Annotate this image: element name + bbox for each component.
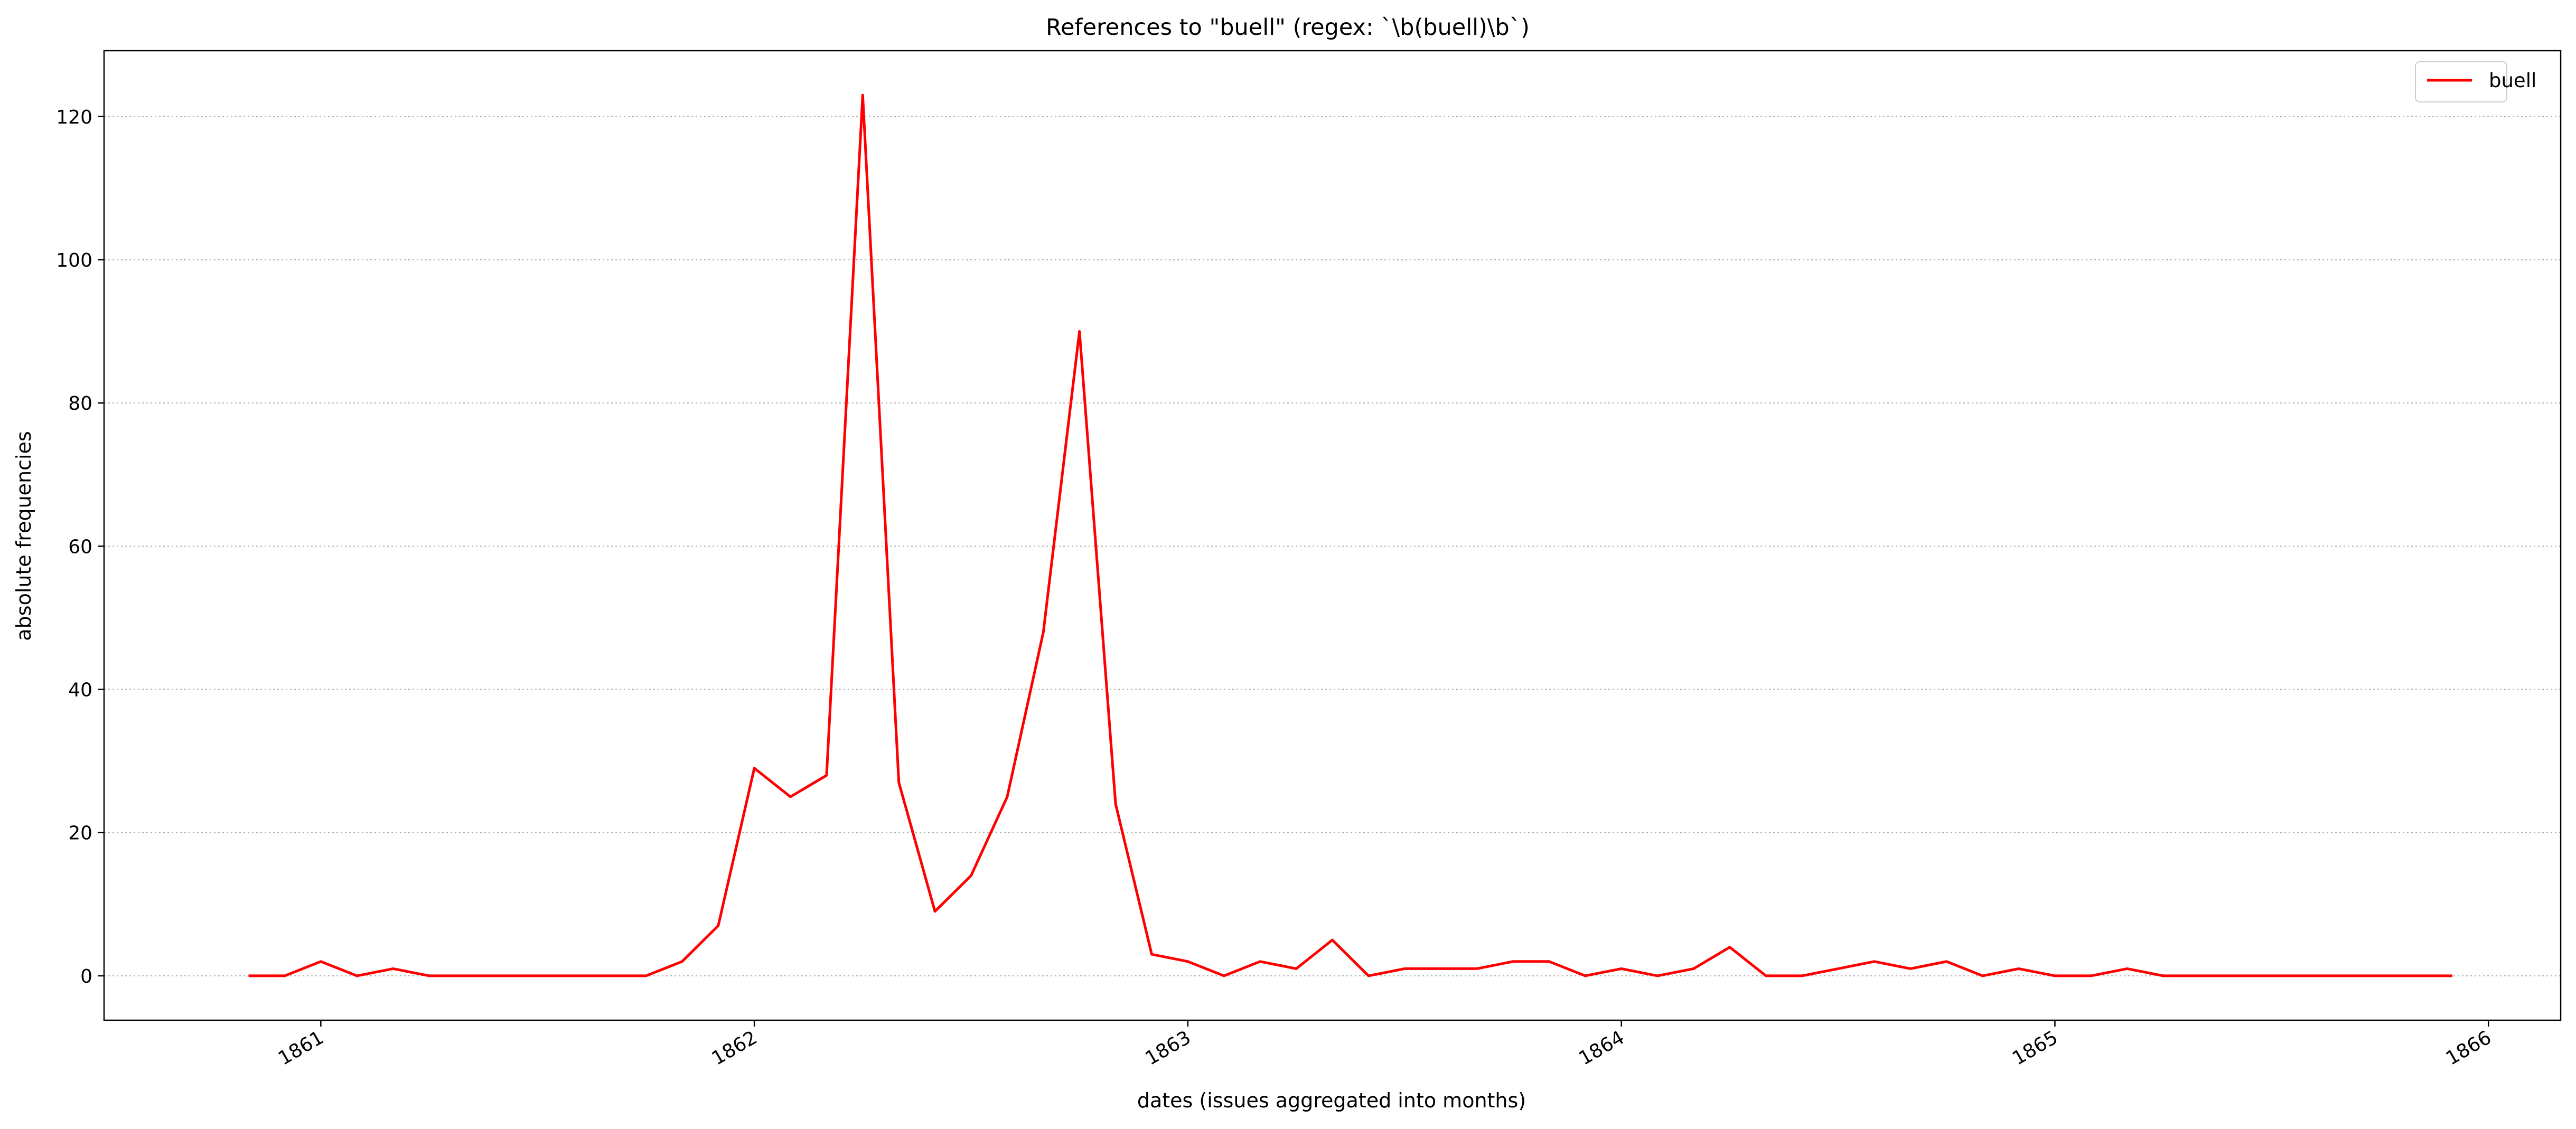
legend-box xyxy=(2415,61,2507,102)
y-tick-label: 100 xyxy=(56,250,92,271)
y-axis-label: absolute frequencies xyxy=(12,431,35,641)
y-tick-label: 60 xyxy=(68,536,92,558)
chart-title: References to "buell" (regex: `\b(buell)… xyxy=(1046,14,1530,41)
y-tick-label: 20 xyxy=(68,823,92,844)
series-line-buell xyxy=(248,93,2452,977)
x-axis-label: dates (issues aggregated into months) xyxy=(1137,1089,1526,1112)
y-tick-label: 40 xyxy=(68,680,92,701)
y-axis-ticks: 0 20 40 60 80 100 120 xyxy=(56,107,104,987)
legend-label-buell: buell xyxy=(2489,69,2536,92)
series-group xyxy=(248,93,2452,977)
legend: buell xyxy=(2415,61,2536,102)
y-tick-label: 80 xyxy=(68,393,92,415)
y-tick-label: 0 xyxy=(80,966,92,987)
plot-frame xyxy=(103,50,2562,1021)
y-tick-label: 120 xyxy=(56,107,92,128)
